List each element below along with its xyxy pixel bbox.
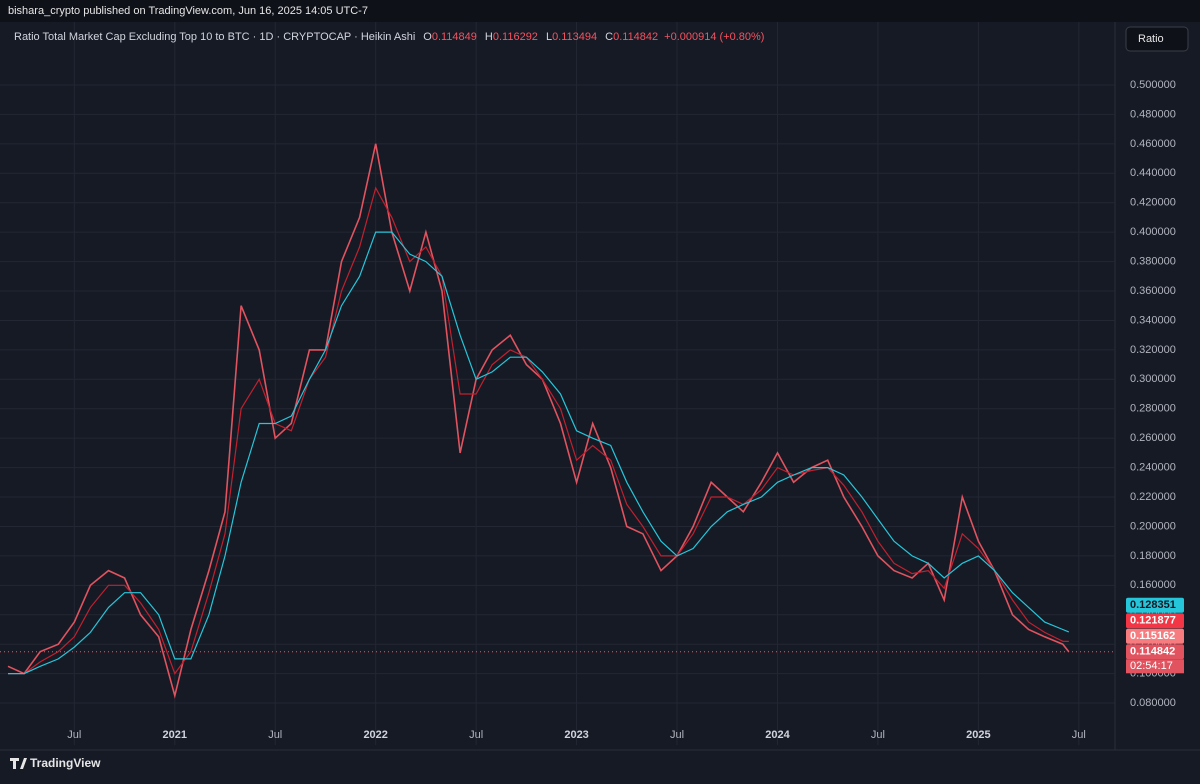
y-tick-label: 0.500000	[1130, 79, 1176, 91]
y-tick-label: 0.200000	[1130, 520, 1176, 532]
price-tag	[1126, 613, 1184, 629]
y-tick-label: 0.240000	[1130, 462, 1176, 474]
y-tick-label: 0.340000	[1130, 314, 1176, 326]
header-bar	[0, 0, 1200, 22]
ohlc-label: H	[485, 31, 493, 43]
y-tick-label: 0.080000	[1130, 697, 1176, 709]
y-tick-label: 0.160000	[1130, 579, 1176, 591]
y-tick-label: 0.360000	[1130, 285, 1176, 297]
ohlc-label: L	[546, 31, 552, 43]
y-tick-label: 0.220000	[1130, 491, 1176, 503]
ohlc-label: C	[605, 31, 613, 43]
series-line	[8, 231, 1070, 675]
scale-button-label[interactable]: Ratio	[1138, 33, 1164, 45]
price-tag	[1126, 628, 1184, 644]
x-tick-label: Jul	[871, 729, 885, 741]
ohlc-value: 0.114849	[432, 31, 477, 43]
x-tick-label: Jul	[469, 729, 483, 741]
ohlc-value: 0.113494	[552, 31, 597, 43]
y-tick-label: 0.420000	[1130, 197, 1176, 209]
ohlc-value: 0.114842	[613, 31, 658, 43]
x-tick-label: Jul	[268, 729, 282, 741]
x-tick-label: 2021	[163, 729, 187, 741]
byline: bishara_crypto published on TradingView.…	[8, 5, 368, 17]
y-tick-label: 0.300000	[1130, 373, 1176, 385]
price-tag-label: 0.115162	[1130, 630, 1175, 642]
change: +0.000914 (+0.80%)	[664, 31, 764, 43]
brand: TradingView	[30, 756, 101, 770]
y-tick-label: 0.480000	[1130, 108, 1176, 120]
y-tick-label: 0.460000	[1130, 138, 1176, 150]
price-tag-label: 0.121877	[1130, 615, 1176, 627]
y-tick-label: 0.260000	[1130, 432, 1176, 444]
y-tick-label: 0.280000	[1130, 403, 1176, 415]
y-tick-label: 0.380000	[1130, 255, 1176, 267]
x-tick-label: 2024	[765, 729, 790, 741]
countdown-bg	[1126, 659, 1184, 674]
brand-logo	[10, 758, 27, 769]
x-tick-label: Jul	[67, 729, 81, 741]
scale-button[interactable]	[1125, 26, 1189, 52]
y-tick-label: 0.400000	[1130, 226, 1176, 238]
price-tag-label: 0.114842	[1130, 646, 1175, 658]
price-tag	[1126, 644, 1184, 660]
ohlc-value: 0.116292	[493, 31, 538, 43]
x-tick-label: Jul	[670, 729, 684, 741]
legend: Ratio Total Market Cap Excluding Top 10 …	[14, 31, 764, 43]
ohlc-label: O	[423, 31, 432, 43]
legend-title: Ratio Total Market Cap Excluding Top 10 …	[14, 31, 415, 43]
countdown: 02:54:17	[1130, 660, 1173, 672]
y-tick-label: 0.440000	[1130, 167, 1176, 179]
price-tag-label: 0.128351	[1130, 599, 1176, 611]
price-tag	[1126, 597, 1184, 613]
y-tick-label: 0.180000	[1130, 550, 1176, 562]
y-tick-label: 0.320000	[1130, 344, 1176, 356]
x-tick-label: 2022	[363, 729, 387, 741]
x-tick-label: 2023	[564, 729, 588, 741]
x-tick-label: Jul	[1072, 729, 1086, 741]
x-tick-label: 2025	[966, 729, 990, 741]
